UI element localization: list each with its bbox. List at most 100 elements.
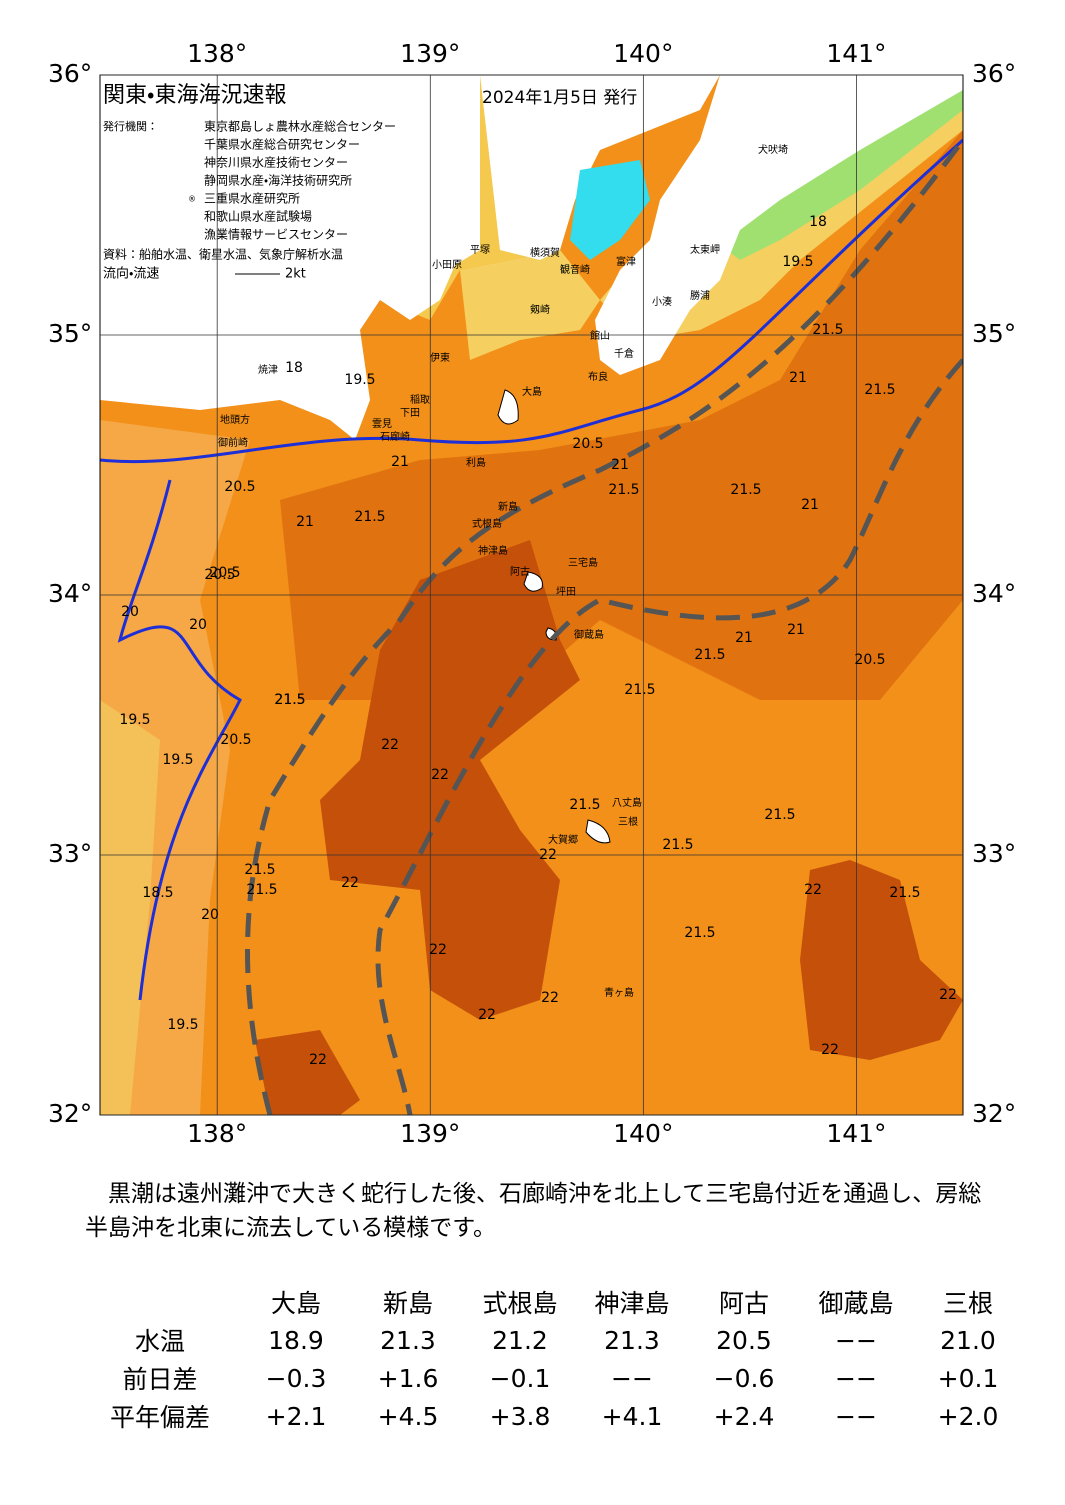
contour-label: 21 <box>787 622 805 638</box>
contour-label: 19.5 <box>167 1017 198 1033</box>
issuer: 漁業情報サービスセンター <box>204 228 348 242</box>
place-name: 地頭方 <box>220 413 250 426</box>
place-name: 小湊 <box>652 295 672 308</box>
contour-label: 22 <box>341 875 359 891</box>
kuroshio-core <box>320 540 580 1020</box>
contour-label: 21.5 <box>274 692 305 708</box>
contour-label: 21.5 <box>569 797 600 813</box>
contour-label: 21.5 <box>684 925 715 941</box>
contour-label: 21.5 <box>608 482 639 498</box>
lon-label: 140° <box>613 1119 673 1148</box>
contour-label: 20 <box>121 604 139 620</box>
header-cell: 式根島 <box>482 1289 558 1318</box>
issuer-label: 発行機関： <box>103 119 158 133</box>
table-cell: 21.3 <box>380 1325 436 1355</box>
header-cell: 大島 <box>270 1289 321 1318</box>
table-cell: +2.1 <box>265 1401 327 1431</box>
issuer-mark: ® <box>188 195 196 204</box>
table-cell: +0.1 <box>937 1363 999 1393</box>
lon-label: 141° <box>826 1119 886 1148</box>
header-cell: 三根 <box>942 1289 993 1318</box>
contour-label: 20 <box>201 907 219 923</box>
issuer: 神奈川県水産技術センター <box>204 155 348 170</box>
place-name: 石廊崎 <box>380 430 410 443</box>
header-cell: 御蔵島 <box>818 1289 894 1318</box>
table-cell: 水温 <box>134 1327 185 1356</box>
place-name: 青ヶ島 <box>604 986 634 999</box>
header-cell: 阿古 <box>718 1289 769 1318</box>
table-cell: 20.5 <box>716 1325 772 1355</box>
contour-label: 21 <box>801 497 819 513</box>
contour-label: 19.5 <box>782 254 813 270</box>
map-body <box>100 75 963 1115</box>
table-cell: −0.6 <box>713 1363 775 1393</box>
table-cell: −− <box>835 1325 877 1355</box>
place-name: 大賀郷 <box>548 833 578 846</box>
table-cell: −− <box>611 1363 653 1393</box>
issuer: 和歌山県水産試験場 <box>204 209 312 224</box>
isotherm <box>100 138 963 464</box>
place-name: 横須賀 <box>530 246 560 259</box>
island <box>585 819 611 844</box>
table-cell: −− <box>835 1401 877 1431</box>
header-cell <box>80 1283 240 1321</box>
contour-label: 21.5 <box>246 882 277 898</box>
contour-label: 21.5 <box>662 837 693 853</box>
source: 資料：船舶水温、衛星水温、気象庁解析水温 <box>103 247 343 262</box>
contour-label: 18 <box>809 214 827 230</box>
table-cell: 21.2 <box>492 1325 548 1355</box>
sst-table: 大島 新島 式根島 神津島 阿古 御蔵島 三根 水温 18.9 21.3 21.2 21.3 20.5 −… <box>80 1283 1024 1435</box>
issue-date: 2024年1月5日 発行 <box>482 88 637 108</box>
contour-label: 20.5 <box>572 436 603 452</box>
place-name: 御蔵島 <box>574 628 604 641</box>
lon-label: 139° <box>400 39 460 68</box>
place-name: 観音崎 <box>560 263 590 276</box>
land <box>480 75 720 260</box>
place-name: 犬吠埼 <box>758 143 788 156</box>
contour-label: 21.5 <box>764 807 795 823</box>
place-name: 大島 <box>522 385 542 398</box>
place-name: 阿古 <box>510 565 530 578</box>
lon-label: 138° <box>187 1119 247 1148</box>
lat-label: 33° <box>972 839 1016 868</box>
place-name: 三宅島 <box>568 556 598 569</box>
contour-label: 20.5 <box>204 567 235 583</box>
kuroshio-core <box>255 1030 360 1115</box>
place-name: 雲見 <box>372 418 392 430</box>
place-name: 太東岬 <box>690 243 720 256</box>
lat-label: 36° <box>972 59 1016 88</box>
table-cell: 18.9 <box>268 1325 324 1355</box>
table-cell: 21.0 <box>940 1325 996 1355</box>
contour-label: 21.5 <box>354 509 385 525</box>
island <box>497 389 519 425</box>
lat-label: 35° <box>48 319 92 348</box>
issuer: 三重県水産研究所 <box>204 192 300 206</box>
table-row: 平年偏差 +2.1 +4.5 +3.8 +4.1 +2.4 −− +2.0 <box>80 1397 1024 1435</box>
table-cell: +2.0 <box>937 1401 999 1431</box>
lat-label: 36° <box>48 59 92 88</box>
lat-label: 34° <box>972 579 1016 608</box>
contour-label: 22 <box>939 987 957 1003</box>
contour-label: 21 <box>735 630 753 646</box>
lat-label: 32° <box>48 1099 92 1128</box>
contour-label: 22 <box>804 882 822 898</box>
contour-label: 21.5 <box>812 322 843 338</box>
contour-label: 21.5 <box>274 692 305 708</box>
contour-label: 22 <box>478 1007 496 1023</box>
place-name: 布良 <box>588 370 608 383</box>
place-name: 八丈島 <box>612 796 642 809</box>
lon-label: 141° <box>826 39 886 68</box>
table-cell: +3.8 <box>489 1401 551 1431</box>
land <box>595 75 963 375</box>
contour-label: 22 <box>431 767 449 783</box>
island <box>523 571 543 592</box>
contour-label: 20 <box>189 617 207 633</box>
current-label: 流向・流速 <box>103 266 159 282</box>
contour-label: 22 <box>429 942 447 958</box>
place-name: 館山 <box>590 329 610 342</box>
lon-label: 138° <box>187 39 247 68</box>
table-cell: −− <box>835 1363 877 1393</box>
map: 関東・東海海況速報 2024年1月5日 発行 発行機関： ® 資料：船舶水温、衛… <box>48 39 1016 1148</box>
place-name: 御前崎 <box>218 436 248 449</box>
place-name: 三根 <box>618 815 638 828</box>
